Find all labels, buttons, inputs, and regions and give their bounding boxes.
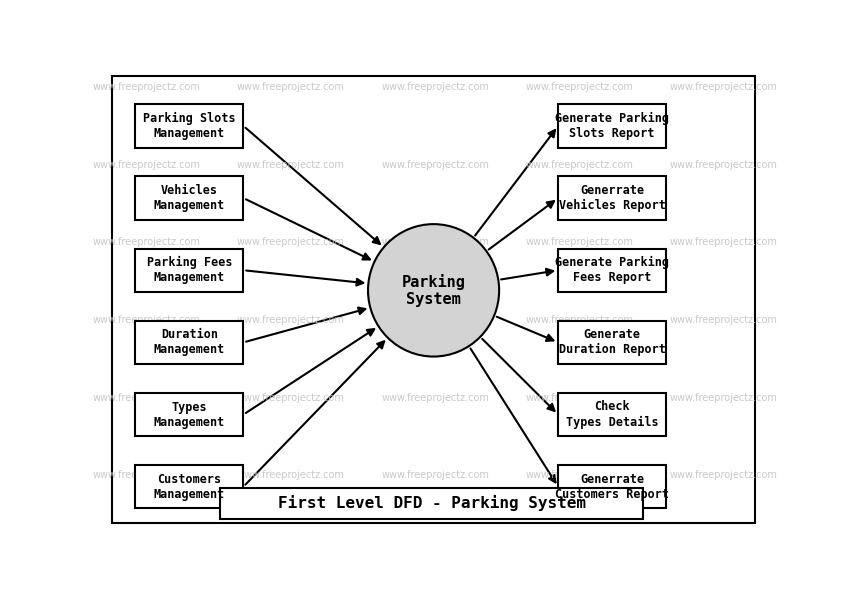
Text: Parking Slots
Management: Parking Slots Management [143,112,236,140]
Text: www.freeprojectz.com: www.freeprojectz.com [93,315,201,325]
FancyBboxPatch shape [135,104,244,148]
Text: www.freeprojectz.com: www.freeprojectz.com [381,237,489,247]
Text: www.freeprojectz.com: www.freeprojectz.com [237,393,345,403]
FancyBboxPatch shape [221,487,644,519]
Text: www.freeprojectz.com: www.freeprojectz.com [669,160,777,170]
Text: www.freeprojectz.com: www.freeprojectz.com [525,470,634,480]
Text: Generate Parking
Fees Report: Generate Parking Fees Report [555,256,669,284]
FancyBboxPatch shape [135,176,244,220]
FancyBboxPatch shape [113,76,755,523]
Text: www.freeprojectz.com: www.freeprojectz.com [237,315,345,325]
Text: www.freeprojectz.com: www.freeprojectz.com [525,82,634,92]
Text: Parking Fees
Management: Parking Fees Management [146,256,232,284]
Text: www.freeprojectz.com: www.freeprojectz.com [237,237,345,247]
Text: www.freeprojectz.com: www.freeprojectz.com [525,315,634,325]
Text: www.freeprojectz.com: www.freeprojectz.com [669,393,777,403]
Text: Duration
Management: Duration Management [154,329,225,356]
FancyBboxPatch shape [558,465,667,508]
Text: Customers
Management: Customers Management [154,473,225,500]
Text: Vehicles
Management: Vehicles Management [154,184,225,212]
FancyBboxPatch shape [558,176,667,220]
FancyBboxPatch shape [558,393,667,436]
Text: www.freeprojectz.com: www.freeprojectz.com [381,393,489,403]
Text: Generate
Duration Report: Generate Duration Report [559,329,666,356]
Text: Generrate
Vehicles Report: Generrate Vehicles Report [559,184,666,212]
Text: Generrate
Customers Report: Generrate Customers Report [555,473,669,500]
Text: www.freeprojectz.com: www.freeprojectz.com [237,470,345,480]
Text: Types
Management: Types Management [154,400,225,429]
FancyBboxPatch shape [135,465,244,508]
Text: Check
Types Details: Check Types Details [566,400,658,429]
Text: www.freeprojectz.com: www.freeprojectz.com [93,82,201,92]
Text: www.freeprojectz.com: www.freeprojectz.com [669,470,777,480]
Text: www.freeprojectz.com: www.freeprojectz.com [93,237,201,247]
FancyBboxPatch shape [558,321,667,364]
Text: www.freeprojectz.com: www.freeprojectz.com [669,315,777,325]
FancyBboxPatch shape [558,104,667,148]
Text: www.freeprojectz.com: www.freeprojectz.com [525,393,634,403]
Text: Generate Parking
Slots Report: Generate Parking Slots Report [555,112,669,140]
FancyBboxPatch shape [135,248,244,292]
Text: www.freeprojectz.com: www.freeprojectz.com [381,470,489,480]
Text: www.freeprojectz.com: www.freeprojectz.com [93,160,201,170]
Text: www.freeprojectz.com: www.freeprojectz.com [525,160,634,170]
FancyBboxPatch shape [135,393,244,436]
Text: www.freeprojectz.com: www.freeprojectz.com [669,82,777,92]
Text: www.freeprojectz.com: www.freeprojectz.com [381,315,489,325]
Ellipse shape [368,224,499,356]
FancyBboxPatch shape [135,321,244,364]
Text: First Level DFD - Parking System: First Level DFD - Parking System [278,495,586,511]
Text: www.freeprojectz.com: www.freeprojectz.com [381,160,489,170]
FancyBboxPatch shape [558,248,667,292]
Text: www.freeprojectz.com: www.freeprojectz.com [93,470,201,480]
Text: www.freeprojectz.com: www.freeprojectz.com [93,393,201,403]
Text: www.freeprojectz.com: www.freeprojectz.com [525,237,634,247]
Text: www.freeprojectz.com: www.freeprojectz.com [237,160,345,170]
Text: www.freeprojectz.com: www.freeprojectz.com [669,237,777,247]
Text: www.freeprojectz.com: www.freeprojectz.com [237,82,345,92]
Text: Parking
System: Parking System [402,273,465,307]
Text: www.freeprojectz.com: www.freeprojectz.com [381,82,489,92]
